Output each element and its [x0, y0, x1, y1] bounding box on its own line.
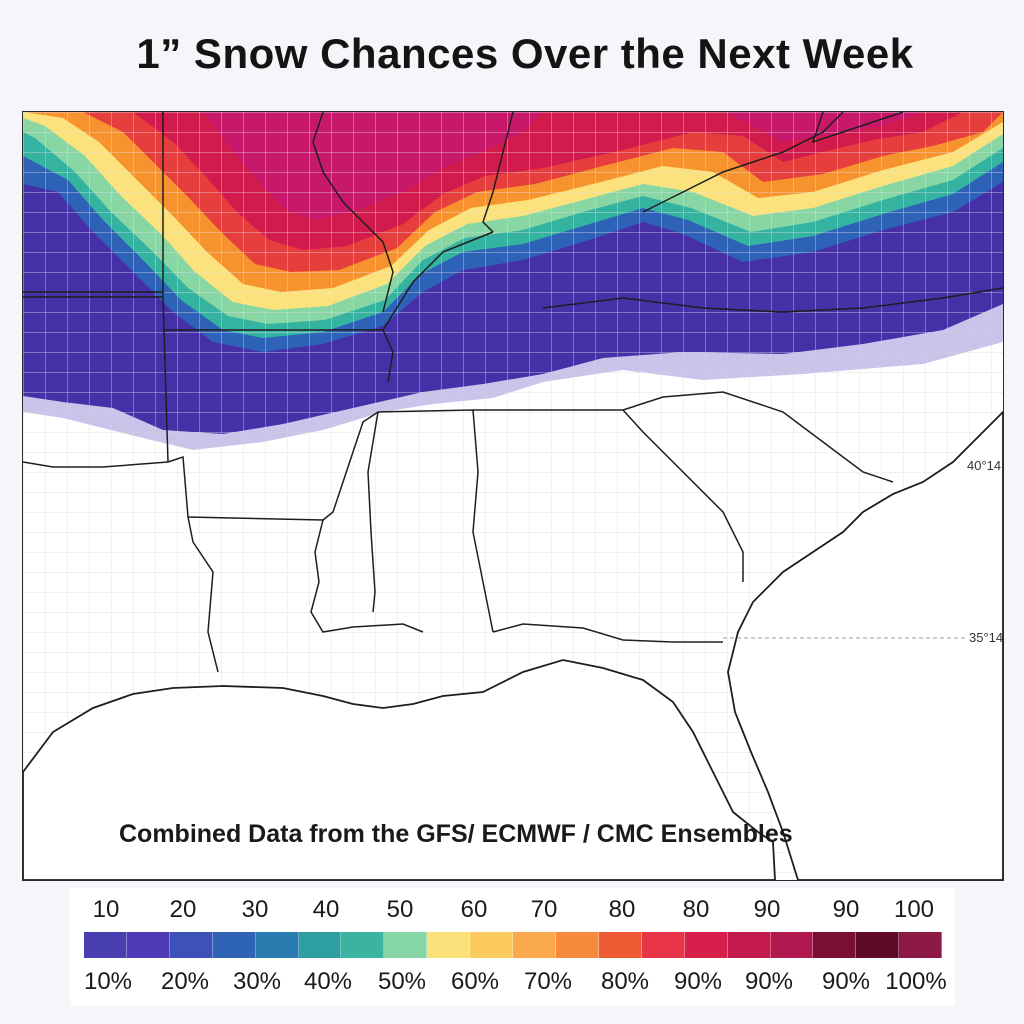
- legend-swatch: [727, 932, 771, 958]
- legend-bottom-label: 10%: [83, 968, 133, 995]
- legend-top-label: 70: [530, 896, 558, 923]
- legend-swatch: [555, 932, 599, 958]
- legend-swatch: [169, 932, 213, 958]
- legend-swatch: [427, 932, 471, 958]
- map-panel: 40°14 35°14 Combined Data from the GFS/ …: [22, 111, 1004, 881]
- legend-swatch: [126, 932, 170, 958]
- legend-top-label: 90: [832, 896, 860, 923]
- legend-swatch: [384, 932, 428, 958]
- legend-bottom-label: 30%: [232, 968, 282, 995]
- legend-swatch: [684, 932, 728, 958]
- legend-top-label: 80: [682, 896, 710, 923]
- legend-bottom-label: 100%: [885, 968, 947, 995]
- legend-top-label: 10: [92, 896, 120, 923]
- legend-top-label: 50: [386, 896, 414, 923]
- legend-bottom-label: 60%: [450, 968, 500, 995]
- latitude-label-40: 40°14: [967, 458, 1002, 473]
- legend-bottom-label: 50%: [377, 968, 427, 995]
- legend-swatch: [856, 932, 900, 958]
- legend-bottom-labels: 10% 20% 30% 40% 50% 60% 70% 80% 90% 90% …: [70, 968, 955, 1002]
- legend-top-label: 30: [241, 896, 269, 923]
- legend-swatch: [598, 932, 642, 958]
- atlantic-ocean: [727, 410, 1003, 880]
- legend-swatch: [770, 932, 814, 958]
- legend-swatch: [513, 932, 556, 958]
- legend-color-bar: [84, 932, 943, 958]
- county-lines-snow: [23, 112, 1003, 434]
- legend-swatch: [298, 932, 342, 958]
- legend-bottom-label: 90%: [821, 968, 871, 995]
- state-borders: [23, 112, 1003, 673]
- legend-bottom-label: 70%: [523, 968, 573, 995]
- gulf-of-mexico: [23, 659, 776, 880]
- legend-swatch: [899, 932, 943, 958]
- legend-top-labels: 10 20 30 40 50 60 70 80 80 90 90 100: [70, 896, 955, 930]
- map-title: 1” Snow Chances Over the Next Week: [136, 30, 914, 77]
- legend-swatch: [212, 932, 256, 958]
- legend-swatch: [641, 932, 685, 958]
- legend-top-label: 40: [312, 896, 340, 923]
- water-bodies: [23, 410, 1003, 880]
- legend-swatch: [813, 932, 857, 958]
- legend-swatch: [341, 932, 385, 958]
- legend: 10 20 30 40 50 60 70 80 80 90 90 100 10%…: [70, 888, 955, 1006]
- legend-bottom-label: 80%: [600, 968, 650, 995]
- legend-top-label: 20: [169, 896, 197, 923]
- snow-probability-map: [23, 112, 1003, 880]
- legend-swatch: [470, 932, 514, 958]
- legend-top-label: 100: [893, 896, 935, 923]
- legend-swatch: [84, 932, 127, 958]
- legend-bottom-label: 90%: [673, 968, 723, 995]
- legend-top-label: 60: [460, 896, 488, 923]
- legend-bottom-label: 20%: [160, 968, 210, 995]
- legend-bottom-label: 40%: [303, 968, 353, 995]
- data-source-caption: Combined Data from the GFS/ ECMWF / CMC …: [119, 820, 793, 848]
- latitude-label-35: 35°14: [969, 630, 1004, 645]
- legend-swatch: [255, 932, 299, 958]
- legend-bottom-label: 90%: [744, 968, 794, 995]
- legend-top-label: 90: [753, 896, 781, 923]
- legend-top-label: 80: [608, 896, 636, 923]
